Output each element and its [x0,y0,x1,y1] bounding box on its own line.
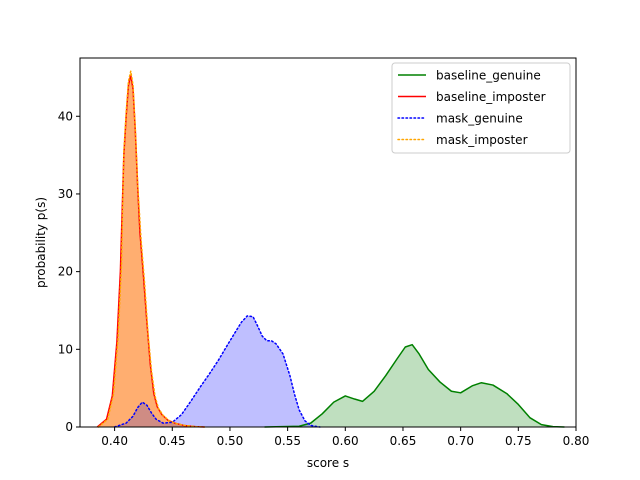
legend-label-baseline-imposter: baseline_imposter [436,90,546,104]
x-tick-label: 0.80 [563,434,590,448]
legend-label-mask-genuine: mask_genuine [436,112,523,126]
legend: baseline_genuine baseline_imposter mask_ge… [391,62,571,154]
y-axis-label: probability p(s) [34,197,48,288]
legend-label-baseline-genuine: baseline_genuine [436,69,541,83]
x-axis-ticks: 0.40 0.45 0.50 0.55 0.60 0.65 0.70 0.75 0.80 [101,427,589,448]
y-tick-label: 0 [65,420,73,434]
series-fill-mask-genuine [114,315,320,427]
series-line-mask-genuine [113,315,321,428]
series-line-baseline-genuine [264,343,565,428]
x-tick-label: 0.60 [332,434,359,448]
series-lines [96,70,565,428]
series-line-mask-imposter [97,70,206,428]
y-tick-label: 20 [58,265,73,279]
x-tick-label: 0.75 [505,434,532,448]
x-tick-label: 0.50 [217,434,244,448]
y-axis-ticks: 0 10 20 30 40 [58,109,80,434]
plot-frame [79,57,577,428]
legend-box [391,62,571,154]
x-tick-label: 0.65 [390,434,417,448]
x-tick-label: 0.40 [101,434,128,448]
y-tick-label: 30 [58,187,73,201]
y-tick-label: 40 [58,109,73,123]
series-fill-baseline-genuine [264,344,565,427]
x-tick-label: 0.45 [159,434,186,448]
series-fill-mask-imposter [98,71,205,428]
x-tick-label: 0.70 [447,434,474,448]
y-tick-label: 10 [58,342,73,356]
legend-label-mask-imposter: mask_imposter [436,133,528,147]
x-axis-label: score s [307,456,349,470]
x-tick-label: 0.55 [274,434,301,448]
